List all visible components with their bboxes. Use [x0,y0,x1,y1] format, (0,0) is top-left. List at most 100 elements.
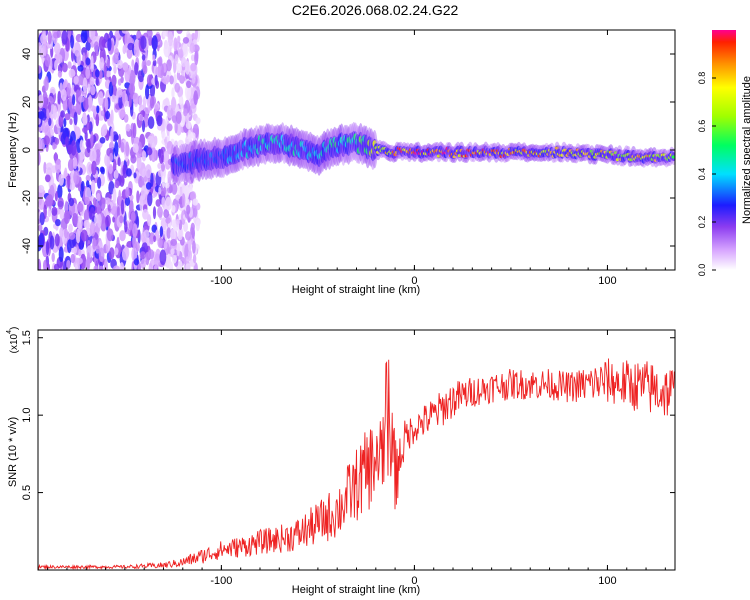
heatmap-noise-blob [49,235,55,250]
heatmap-noise-blob [65,136,69,148]
heatmap-noise-blob [132,223,138,238]
heatmap-noise-blob [108,163,113,174]
heatmap-noise-blob [190,54,195,62]
heatmap-noise-blob [61,30,68,45]
heatmap-noise-blob [43,135,50,146]
heatmap-noise-blob [126,123,131,132]
heatmap-noise-blob [149,96,155,109]
heatmap-noise-blob [86,138,91,153]
heatmap-noise-blob [90,131,94,147]
heatmap-noise-blob [38,224,43,232]
heatmap-noise-blob [162,98,170,106]
top-xtick-label: 0 [411,275,417,287]
heatmap-noise-blob [72,94,76,106]
heatmap-noise-blob [117,89,123,98]
snr-panel: -100 0 100 0.5 1.0 1.5 (x104) [6,327,676,587]
top-xlabel: Height of straight line (km) [292,284,420,296]
colorbar-tick-label: 0.6 [697,120,707,133]
heatmap-noise-blob [146,60,152,66]
heatmap-noise-blob [53,263,60,270]
heatmap-noise-blob [96,105,100,114]
heatmap-noise-blob [184,84,192,100]
heatmap-noise-blob [156,115,163,127]
heatmap-noise-blob [55,219,61,227]
heatmap-noise-blob [63,117,67,128]
heatmap-noise-blob [66,82,72,97]
heatmap-noise-blob [141,120,146,133]
heatmap-noise-blob [89,206,95,221]
heatmap-noise-blob [142,209,149,220]
heatmap-noise-blob [174,82,181,93]
heatmap-noise-blob [195,117,201,125]
heatmap-noise-blob [169,75,174,85]
heatmap-noise-blob [67,30,72,38]
heatmap-noise-blob [70,34,74,49]
heatmap-noise-blob [154,253,161,268]
heatmap-noise-blob [120,110,126,117]
heatmap-noise-blob [103,62,107,78]
heatmap-noise-blob [112,216,116,223]
heatmap-noise-blob [97,176,102,189]
heatmap-noise-blob [75,257,83,265]
heatmap-noise-blob [83,209,90,223]
heatmap-noise-blob [44,75,49,91]
heatmap-noise-blob [190,132,196,139]
heatmap-noise-blob [151,224,158,233]
heatmap-noise-blob [78,249,82,257]
heatmap-noise-blob [136,156,142,170]
heatmap-noise-blob [183,185,190,199]
heatmap-noise-blob [47,30,52,45]
heatmap-noise-blob [95,77,99,86]
heatmap-noise-blob [161,175,166,189]
heatmap-noise-blob [170,229,177,241]
heatmap-noise-blob [119,262,125,270]
heatmap-noise-blob [161,196,166,208]
heatmap-noise-blob [133,258,140,266]
heatmap-noise-blob [157,64,161,78]
heatmap-noise-blob [82,77,88,93]
heatmap-noise-blob [171,87,175,99]
heatmap-noise-blob [139,251,146,260]
heatmap-noise-blob [189,42,195,54]
heatmap-noise-blob [54,233,60,247]
heatmap-noise-blob [95,245,100,254]
heatmap-noise-blob [153,235,157,243]
snr-scale-label: (x104) [6,327,20,354]
heatmap-noise-blob [52,142,56,150]
heatmap-noise-blob [155,199,161,207]
heatmap-noise-blob [110,127,114,144]
heatmap-noise-blob [78,95,85,103]
heatmap-noise-blob [190,222,195,232]
page-title: C2E6.2026.068.02.24.G22 [291,2,459,18]
heatmap-noise-blob [82,114,88,126]
heatmap-noise-blob [73,170,80,185]
heatmap-noise-blob [159,226,164,237]
heatmap-noise-blob [181,56,187,68]
heatmap-noise-blob [194,51,199,66]
heatmap-noise-blob [75,102,80,114]
heatmap-noise-blob [125,186,130,199]
heatmap-noise-blob [154,74,158,87]
heatmap-noise-blob [56,30,61,38]
heatmap-noise-blob [130,154,137,164]
heatmap-noise-blob [121,30,129,34]
heatmap-noise-blob [124,196,131,207]
heatmap-noise-blob [45,162,53,171]
heatmap-noise-blob [142,168,147,177]
heatmap-noise-blob [54,137,60,145]
heatmap-noise-blob [171,182,178,195]
heatmap-noise-blob [141,150,147,162]
heatmap-noise-blob [99,137,106,144]
heatmap-noise-blob [64,200,69,213]
heatmap-noise-blob [108,247,115,260]
heatmap-noise-blob [139,195,144,212]
heatmap-noise-blob [149,237,154,245]
heatmap-noise-blob [185,263,191,270]
heatmap-noise-blob [147,249,155,260]
heatmap-noise-blob [161,131,166,140]
heatmap-noise-blob [124,67,131,83]
heatmap-noise-blob [54,42,61,55]
bottom-xtick-label: 100 [598,575,616,587]
top-xtick-label: 100 [598,275,616,287]
snr-series-line [38,358,675,570]
